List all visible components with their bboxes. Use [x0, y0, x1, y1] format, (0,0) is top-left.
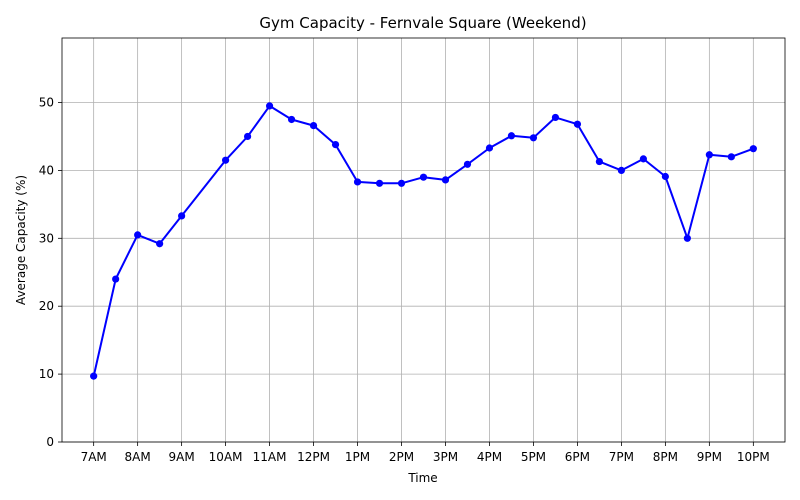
plot-frame — [61, 37, 786, 443]
y-tick-label: 50 — [39, 96, 54, 110]
data-point — [639, 155, 647, 163]
x-axis-label: Time — [407, 471, 437, 485]
data-point — [507, 132, 516, 140]
x-tick-label: 8PM — [653, 450, 678, 464]
y-tick-label: 40 — [39, 163, 54, 177]
x-tick-label: 9PM — [697, 450, 722, 464]
data-point — [243, 132, 252, 141]
y-tick-label: 20 — [39, 299, 54, 313]
x-tick-label: 10AM — [209, 450, 243, 464]
series-capacity — [90, 102, 757, 380]
data-point — [727, 153, 735, 161]
x-tick-label: 1PM — [345, 450, 370, 464]
x-tick-label: 4PM — [477, 450, 502, 464]
data-point — [617, 166, 626, 175]
data-point — [309, 121, 318, 130]
data-point — [221, 156, 230, 164]
data-point — [529, 134, 538, 142]
x-tick-label: 10PM — [737, 450, 770, 464]
x-tick-label: 6PM — [565, 450, 590, 464]
grid — [62, 38, 785, 443]
axes — [58, 37, 786, 446]
data-point — [265, 102, 274, 110]
data-point — [573, 120, 582, 128]
series-line — [92, 104, 754, 377]
y-tick-label: 10 — [39, 367, 54, 381]
data-point — [595, 157, 604, 166]
data-point — [705, 151, 713, 159]
x-tick-label: 11AM — [253, 450, 287, 464]
data-point — [287, 115, 296, 124]
data-point — [749, 145, 757, 153]
data-point — [90, 372, 98, 380]
data-point — [156, 240, 164, 248]
data-point — [441, 176, 450, 184]
chart-title: Gym Capacity - Fernvale Square (Weekend) — [259, 14, 586, 32]
y-tick-label: 30 — [39, 231, 54, 245]
data-point — [178, 212, 186, 220]
x-tick-label: 8AM — [125, 450, 151, 464]
data-point — [331, 141, 340, 149]
data-point — [485, 144, 494, 152]
data-point — [419, 173, 428, 181]
data-point — [683, 234, 691, 242]
data-point — [134, 231, 142, 239]
x-tick-label: 7AM — [81, 450, 107, 464]
data-point — [551, 113, 560, 122]
x-tick-label: 7PM — [609, 450, 634, 464]
data-point — [397, 179, 406, 187]
data-point — [353, 178, 362, 186]
tick-labels: 0 10 20 30 40 50 7AM 8AM 9AM 10AM 11AM 12PM 1PM 2PM 3P… — [39, 96, 770, 464]
data-point — [375, 179, 384, 187]
y-tick-label: 0 — [46, 435, 54, 449]
y-axis-label: Average Capacity (%) — [14, 175, 28, 305]
x-tick-label: 5PM — [521, 450, 546, 464]
x-tick-label: 9AM — [169, 450, 195, 464]
data-point — [661, 172, 669, 181]
data-point — [112, 275, 120, 283]
x-tick-label: 2PM — [389, 450, 414, 464]
x-tick-label: 3PM — [433, 450, 458, 464]
x-tick-label: 12PM — [297, 450, 330, 464]
data-point — [463, 160, 472, 168]
